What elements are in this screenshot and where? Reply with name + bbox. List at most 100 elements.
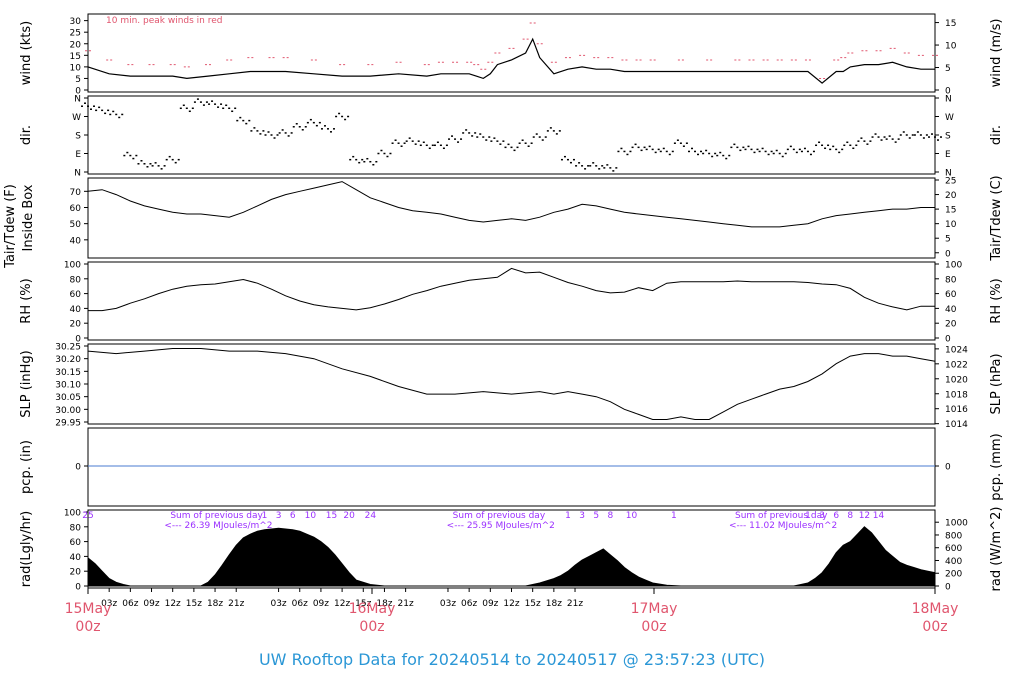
- slp-right-tick-label: 1014: [945, 420, 968, 430]
- rad-left-tick-label: 80: [70, 523, 82, 533]
- rad-hour-label: 1: [671, 511, 677, 521]
- wind-left-tick-label: 20: [70, 40, 82, 50]
- wind-left-tick-label: 15: [70, 52, 81, 62]
- wind-ylabel-left: wind (kts): [19, 21, 34, 85]
- rh-right-tick-label: 60: [945, 290, 957, 300]
- date-time-label: 00z: [641, 619, 666, 635]
- rad-hour-label: 3: [819, 511, 825, 521]
- rad-hour-label: 3: [276, 511, 282, 521]
- rad-hour-label: 3: [579, 511, 585, 521]
- radiation-ylabel-left: rad(Lgly/hr): [19, 511, 34, 587]
- dir-right-tick-label: N: [945, 95, 952, 105]
- rad-hour-label: 5: [593, 511, 599, 521]
- humidity-ylabel-left: RH (%): [19, 278, 34, 323]
- dir-right-tick-label: W: [945, 113, 954, 123]
- wind-left-tick-label: 25: [70, 29, 81, 39]
- slp-left-tick-label: 29.95: [55, 419, 81, 429]
- dir-left-tick-label: E: [75, 150, 81, 160]
- tair-line: [87, 181, 935, 228]
- temp-right-tick-label: 0: [945, 249, 951, 259]
- x-tick-label: 03z: [440, 599, 456, 609]
- rad-right-tick-label: 0: [945, 583, 951, 593]
- rad-right-tick-label: 400: [945, 557, 962, 567]
- rad-left-tick-label: 100: [64, 509, 81, 519]
- rad-left-tick-label: 0: [75, 583, 81, 593]
- slp-right-tick-label: 1018: [945, 390, 968, 400]
- precipitation-ylabel-left: pcp. (in): [19, 440, 34, 494]
- direction-ylabel-left: dir.: [19, 125, 34, 145]
- rad-sum-line1: Sum of previous day: [170, 511, 263, 521]
- chart-title: UW Rooftop Data for 20240514 to 20240517…: [259, 650, 765, 669]
- date-time-label: 00z: [922, 619, 947, 635]
- rh-right-tick-label: 80: [945, 275, 957, 285]
- rad-hour-label: 20: [343, 511, 355, 521]
- date-time-label: 00z: [75, 619, 100, 635]
- dir-left-tick-label: S: [75, 132, 81, 142]
- wind-right-tick-label: 5: [945, 64, 951, 74]
- dir-right-tick-label: E: [945, 150, 951, 160]
- x-tick-label: 06z: [122, 599, 138, 609]
- dir-right-tick-label: N: [945, 169, 952, 179]
- x-tick-label: 09z: [313, 599, 329, 609]
- rad-hour-label: 1: [565, 511, 571, 521]
- slp-left-tick-label: 30.05: [55, 393, 81, 403]
- dir-right-tick-label: S: [945, 132, 951, 142]
- rad-left-tick-label: 40: [70, 553, 82, 563]
- x-tick-label: 03z: [101, 599, 117, 609]
- x-tick-label: 06z: [292, 599, 308, 609]
- rad-hour-label: 10: [305, 511, 317, 521]
- rh-right-tick-label: 40: [945, 305, 957, 315]
- rh-left-tick-label: 20: [70, 320, 82, 330]
- rad-hour-label: 15: [326, 511, 337, 521]
- temp-left-tick-label: 60: [70, 204, 82, 214]
- rh-right-tick-label: 0: [945, 335, 951, 345]
- rad-hour-label: 8: [607, 511, 613, 521]
- rad-hour-label: 25: [82, 511, 93, 521]
- rad-sum-line2: <--- 11.02 MJoules/m^2: [729, 521, 837, 531]
- pressure-ylabel-right: SLP (hPa): [989, 353, 1004, 414]
- temperature-ylabel-left-2: Inside Box: [21, 184, 36, 251]
- temperature-ylabel-right: Tair/Tdew (C): [989, 175, 1004, 261]
- x-tick-label: 06z: [461, 599, 477, 609]
- x-tick-label: 15z: [525, 599, 541, 609]
- rh-left-tick-label: 40: [70, 305, 82, 315]
- rad-left-tick-label: 60: [70, 538, 82, 548]
- rh-left-tick-label: 80: [70, 275, 82, 285]
- temp-right-tick-label: 25: [945, 177, 956, 187]
- humidity-ylabel-right: RH (%): [989, 278, 1004, 323]
- slp-left-tick-label: 30.00: [55, 406, 81, 416]
- precipitation-panel: [87, 427, 936, 507]
- wind-left-tick-label: 5: [75, 75, 81, 85]
- rad-hour-label: 1: [805, 511, 811, 521]
- date-label: 17May: [631, 601, 678, 617]
- precipitation-ylabel-right: pcp. (mm): [989, 433, 1004, 500]
- x-tick-label: 12z: [165, 599, 181, 609]
- pressure-panel: [87, 343, 936, 425]
- pcp-right-tick-label: 0: [945, 463, 951, 473]
- wind-panel: [87, 13, 936, 93]
- temp-left-tick-label: 70: [70, 188, 82, 198]
- rh-left-tick-label: 100: [64, 261, 81, 271]
- wind-ylabel-right: wind (m/s): [989, 19, 1004, 88]
- slp-line: [87, 348, 936, 420]
- rad-left-tick-label: 20: [70, 568, 82, 578]
- temperature-ylabel-left: Tair/Tdew (F): [3, 184, 18, 269]
- rad-sum-line1: Sum of previous day: [453, 511, 546, 521]
- rad-hour-label: 8: [847, 511, 853, 521]
- x-tick-label: 18z: [207, 599, 223, 609]
- x-tick-label: 21z: [567, 599, 583, 609]
- wind-left-tick-label: 30: [70, 17, 82, 27]
- wind-left-tick-label: 0: [75, 87, 81, 97]
- date-label: 15May: [65, 601, 112, 617]
- rad-sum-line2: <--- 25.95 MJoules/m^2: [447, 521, 555, 531]
- direction-ylabel-right: dir.: [989, 125, 1004, 145]
- humidity-panel: [87, 261, 936, 341]
- slp-left-tick-label: 30.20: [55, 355, 81, 365]
- rad-area: [87, 526, 936, 587]
- rad-hour-label: 12: [859, 511, 870, 521]
- rad-hour-label: 10: [626, 511, 638, 521]
- rad-right-tick-label: 1000: [945, 519, 968, 529]
- rad-right-tick-label: 200: [945, 570, 962, 580]
- x-tick-label: 18z: [376, 599, 392, 609]
